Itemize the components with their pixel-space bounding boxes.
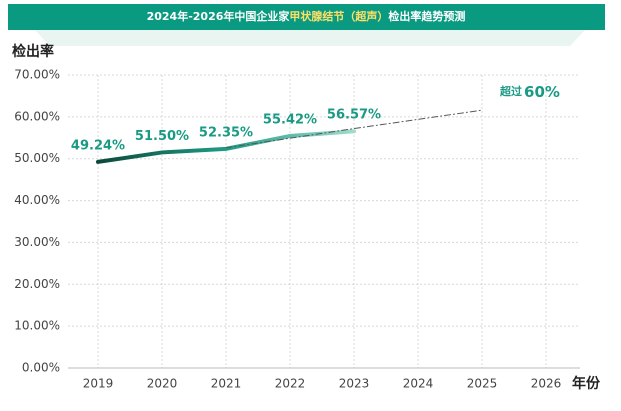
x-tick-label: 2022 (275, 377, 306, 391)
annotation-prefix: 超过 (499, 84, 522, 98)
y-tick-label: 20.00% (14, 277, 60, 291)
y-tick-label: 10.00% (14, 319, 60, 333)
x-tick-label: 2020 (147, 377, 178, 391)
data-line (96, 129, 356, 164)
title-part: 检出率趋势预测 (388, 9, 465, 23)
annotation-value: 60% (524, 83, 560, 101)
y-tick-label: 50.00% (14, 151, 60, 165)
x-tick-label: 2023 (339, 377, 370, 391)
data-label: 51.50% (135, 129, 189, 144)
title-part: 2024年-2026年中国企业家 (147, 9, 291, 23)
y-tick-label: 60.00% (14, 109, 60, 123)
data-label: 56.57% (327, 108, 381, 123)
y-axis-label: 检出率 (12, 43, 54, 60)
y-tick-label: 30.00% (14, 235, 60, 249)
x-tick-label: 2025 (467, 377, 498, 391)
title-part: 甲状腺结节（超声） (289, 9, 388, 23)
banner (8, 4, 605, 30)
y-tick-label: 0.00% (22, 361, 60, 375)
x-axis-label: 年份 (572, 375, 601, 392)
chart-title: 2024年-2026年中国企业家甲状腺结节（超声）检出率趋势预测 (147, 9, 466, 23)
data-label: 49.24% (71, 138, 125, 153)
x-tick-label: 2019 (83, 377, 114, 391)
trend-line (225, 109, 483, 149)
data-label: 55.42% (263, 113, 317, 128)
x-tick-label: 2026 (531, 377, 562, 391)
y-tick-label: 70.00% (14, 68, 60, 82)
x-tick-label: 2024 (403, 377, 434, 391)
y-tick-label: 40.00% (14, 193, 60, 207)
annotation: 超过 60% (499, 83, 560, 101)
x-tick-label: 2021 (211, 377, 242, 391)
data-label: 52.35% (199, 125, 253, 140)
